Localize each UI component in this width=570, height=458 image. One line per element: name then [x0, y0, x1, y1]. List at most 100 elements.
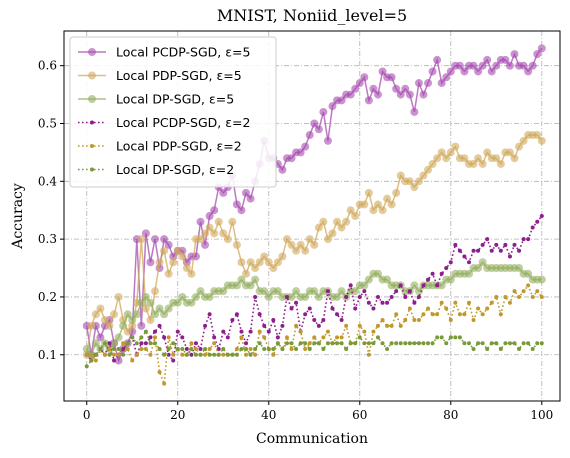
data-point	[262, 323, 267, 328]
data-point	[310, 287, 319, 296]
data-point	[437, 148, 446, 157]
data-point	[353, 306, 358, 311]
data-point	[116, 352, 121, 357]
data-point	[410, 107, 419, 116]
data-point	[453, 242, 458, 247]
data-point	[203, 346, 208, 351]
data-point	[162, 335, 167, 340]
data-point	[301, 292, 310, 301]
data-point	[526, 283, 531, 288]
data-point	[478, 258, 487, 267]
data-point	[510, 50, 519, 59]
data-point	[348, 283, 353, 288]
data-point	[112, 358, 117, 363]
data-point	[219, 229, 228, 238]
data-point	[321, 318, 326, 323]
data-point	[485, 306, 490, 311]
data-point	[480, 312, 485, 317]
data-point	[414, 79, 423, 88]
data-point	[312, 335, 317, 340]
data-point	[503, 341, 508, 346]
data-point	[330, 306, 335, 311]
data-point	[323, 235, 332, 244]
data-point	[401, 84, 410, 93]
legend-marker	[88, 48, 96, 56]
data-point	[96, 333, 105, 342]
data-point	[212, 341, 217, 346]
data-point	[517, 294, 522, 299]
data-point	[153, 329, 158, 334]
x-tick-label: 80	[443, 408, 458, 422]
data-point	[537, 275, 546, 284]
data-point	[280, 323, 285, 328]
data-point	[512, 289, 517, 294]
data-point	[314, 292, 323, 301]
data-point	[373, 200, 382, 209]
y-axis-label: Accuracy	[10, 183, 26, 250]
data-point	[266, 346, 271, 351]
data-point	[424, 79, 433, 88]
data-point	[84, 364, 89, 369]
data-point	[287, 154, 296, 163]
data-point	[203, 323, 208, 328]
data-point	[201, 240, 210, 249]
data-point	[296, 148, 305, 157]
data-point	[114, 292, 123, 301]
data-point	[505, 61, 514, 70]
data-point	[307, 346, 312, 351]
data-point	[298, 341, 303, 346]
data-point	[162, 381, 167, 386]
data-point	[380, 300, 385, 305]
data-point	[196, 217, 205, 226]
data-point	[507, 300, 512, 305]
data-point	[305, 131, 314, 140]
plot-frame	[63, 30, 561, 402]
data-point	[403, 341, 408, 346]
series-3	[82, 258, 546, 359]
data-point	[430, 312, 435, 317]
data-point	[462, 341, 467, 346]
data-point	[457, 248, 462, 253]
x-tick-label: 20	[170, 408, 185, 422]
data-point	[180, 352, 185, 357]
data-point	[351, 287, 360, 296]
data-point	[207, 346, 212, 351]
data-point	[412, 318, 417, 323]
data-point	[424, 165, 433, 174]
data-point	[296, 240, 305, 249]
data-point	[164, 269, 173, 278]
data-point	[123, 310, 132, 319]
data-point	[114, 333, 123, 342]
data-point	[271, 318, 276, 323]
data-point	[364, 188, 373, 197]
data-point	[153, 341, 158, 346]
data-point	[357, 335, 362, 340]
data-point	[201, 229, 210, 238]
data-point	[483, 148, 492, 157]
data-point	[303, 341, 308, 346]
data-point	[335, 335, 340, 340]
data-point	[294, 323, 299, 328]
data-point	[148, 341, 153, 346]
data-point	[119, 321, 128, 330]
data-point	[383, 194, 392, 203]
data-point	[151, 235, 160, 244]
data-point	[294, 300, 299, 305]
data-point	[503, 294, 508, 299]
data-point	[355, 79, 364, 88]
data-point	[110, 310, 119, 319]
legend-item: Local DP-SGD, ε=2	[78, 162, 234, 177]
data-point	[533, 131, 542, 140]
data-point	[237, 258, 246, 267]
data-point	[246, 194, 255, 203]
data-point	[221, 352, 226, 357]
data-point	[348, 341, 353, 346]
data-point	[528, 61, 537, 70]
data-point	[316, 323, 321, 328]
data-point	[157, 370, 162, 375]
data-point	[398, 341, 403, 346]
data-point	[366, 300, 371, 305]
data-point	[387, 73, 396, 82]
data-point	[284, 341, 289, 346]
data-point	[346, 206, 355, 215]
